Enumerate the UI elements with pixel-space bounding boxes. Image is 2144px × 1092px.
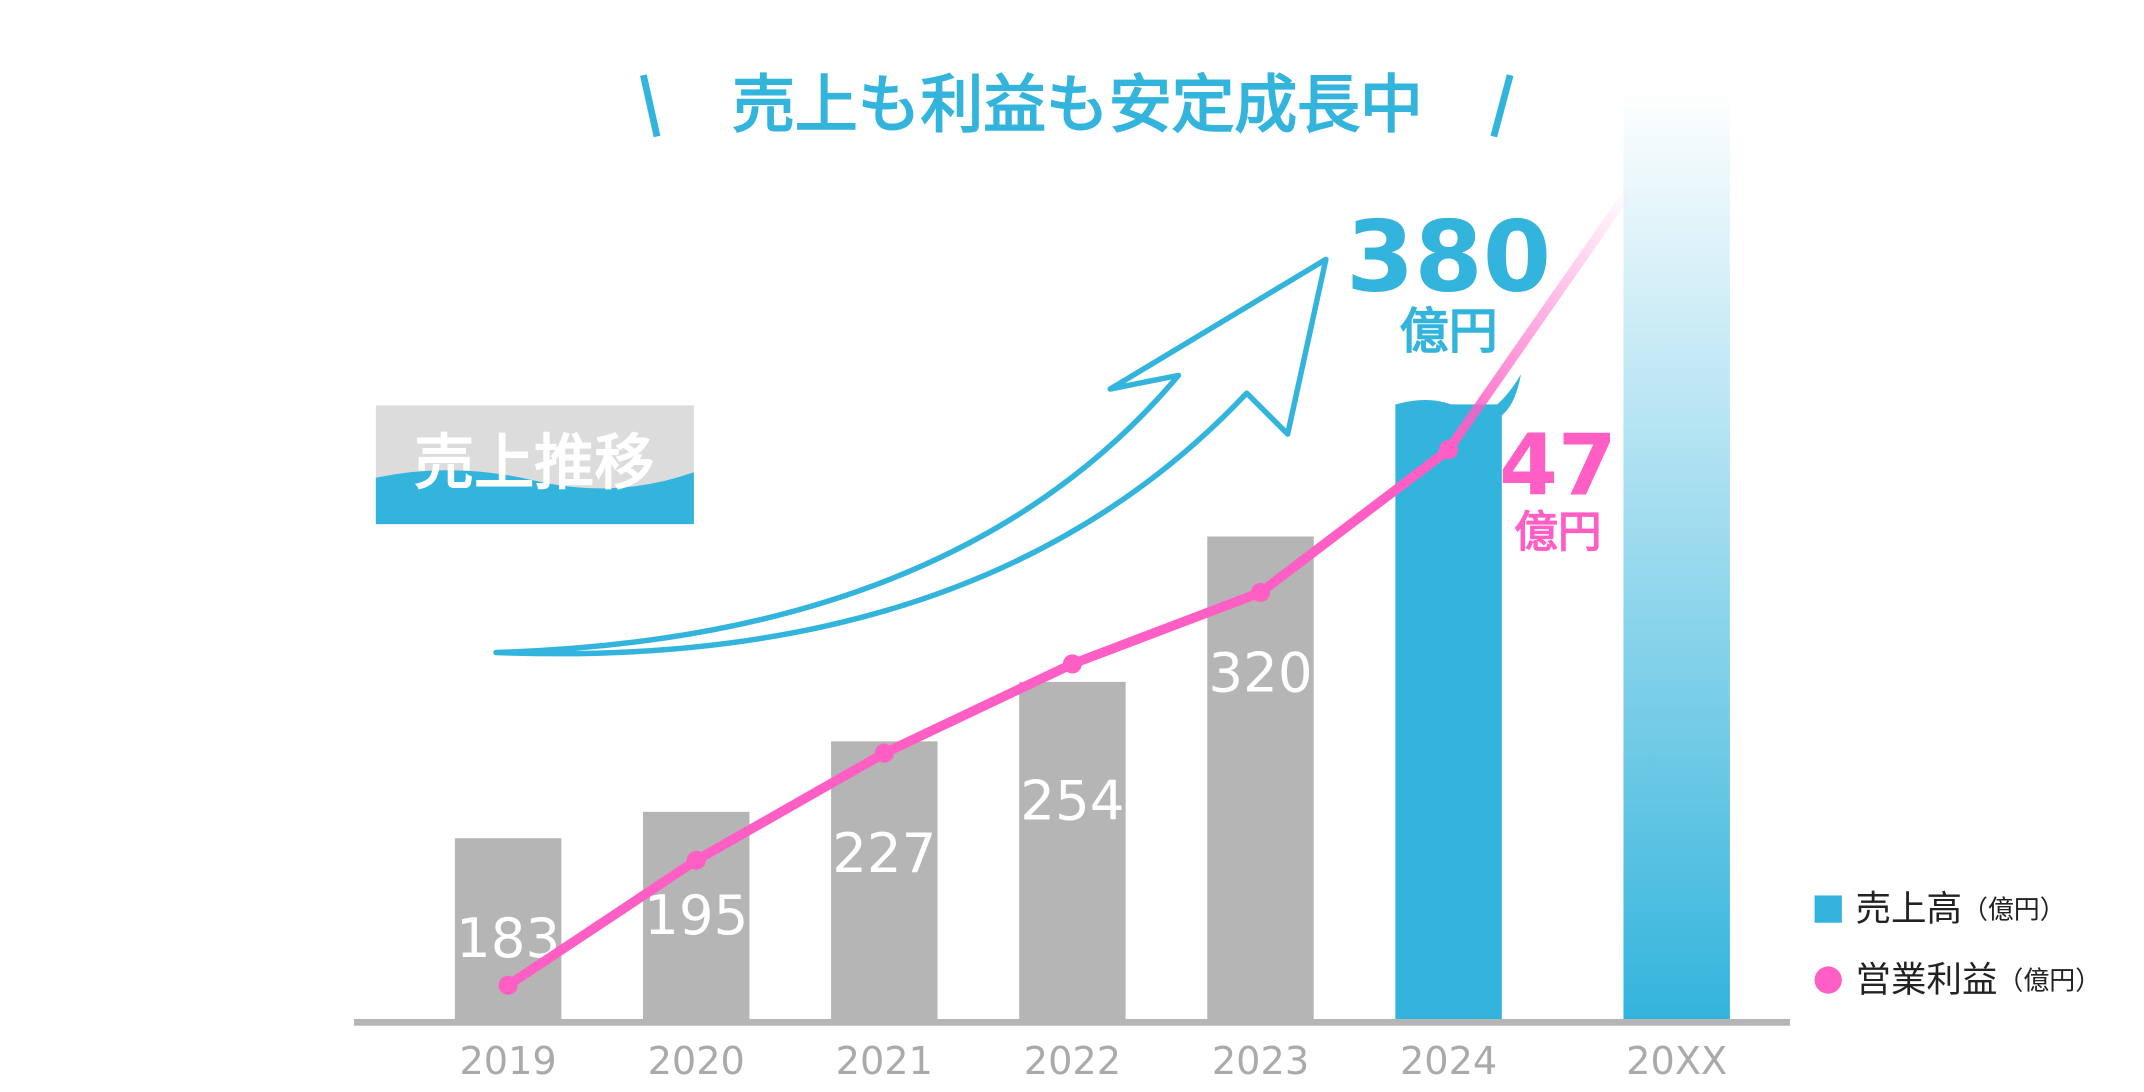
line-value-label: 47 — [1499, 415, 1617, 514]
x-tick-label: 2024 — [1400, 1040, 1497, 1084]
line-point — [1439, 440, 1459, 460]
line-point — [874, 743, 894, 763]
title-slash — [640, 74, 661, 138]
legend-swatch — [1814, 966, 1842, 994]
bar — [642, 811, 750, 1022]
x-tick-label: 2022 — [1024, 1040, 1121, 1084]
legend-unit: （億円） — [1962, 895, 2066, 925]
line-point — [498, 975, 518, 995]
line-point — [1062, 654, 1082, 674]
trend-extension — [1443, 186, 1634, 455]
value-label-highlight: 380 — [1346, 200, 1551, 314]
legend-name: 営業利益 — [1856, 959, 1998, 1000]
x-tick-label: 2020 — [648, 1040, 745, 1084]
plot: 2019183202019520212272022254202332020243… — [454, 88, 1730, 1084]
x-tick-label: 2023 — [1212, 1040, 1309, 1084]
badge-wave — [375, 470, 694, 525]
bar — [1019, 681, 1126, 1022]
x-tick-label: 2021 — [836, 1040, 933, 1084]
legend: 売上高（億円） 営業利益（億円） — [1814, 888, 2102, 1000]
value-unit: 億円 — [1514, 507, 1601, 558]
line-point — [686, 850, 706, 870]
title-slash — [1490, 74, 1514, 138]
legend-unit: （億円） — [1997, 966, 2101, 996]
x-tick-label: 20XX — [1626, 1040, 1727, 1084]
value-label: 195 — [644, 883, 748, 947]
value-label: 254 — [1020, 769, 1124, 833]
chart-title: 売上も利益も安定成長中 — [732, 68, 1423, 141]
bar — [1207, 536, 1314, 1022]
badge-text: 売上推移 — [414, 428, 654, 498]
legend-label: 営業利益（億円） — [1856, 959, 2102, 1000]
line-point — [1250, 582, 1271, 603]
legend-swatch — [1814, 895, 1842, 923]
value-label: 227 — [832, 821, 936, 885]
badge: 売上推移 — [375, 405, 694, 525]
value-label: 320 — [1208, 641, 1312, 705]
value-unit: 億円 — [1399, 302, 1497, 360]
bar-wave — [1395, 374, 1521, 416]
bar — [1395, 404, 1502, 1022]
line — [505, 445, 1452, 990]
bar — [831, 741, 938, 1022]
future-bar — [1623, 88, 1730, 1022]
growth-arrow — [493, 256, 1329, 657]
x-tick-label: 2019 — [459, 1040, 556, 1084]
legend-label: 売上高（億円） — [1856, 888, 2066, 929]
legend-name: 売上高 — [1856, 888, 1962, 929]
